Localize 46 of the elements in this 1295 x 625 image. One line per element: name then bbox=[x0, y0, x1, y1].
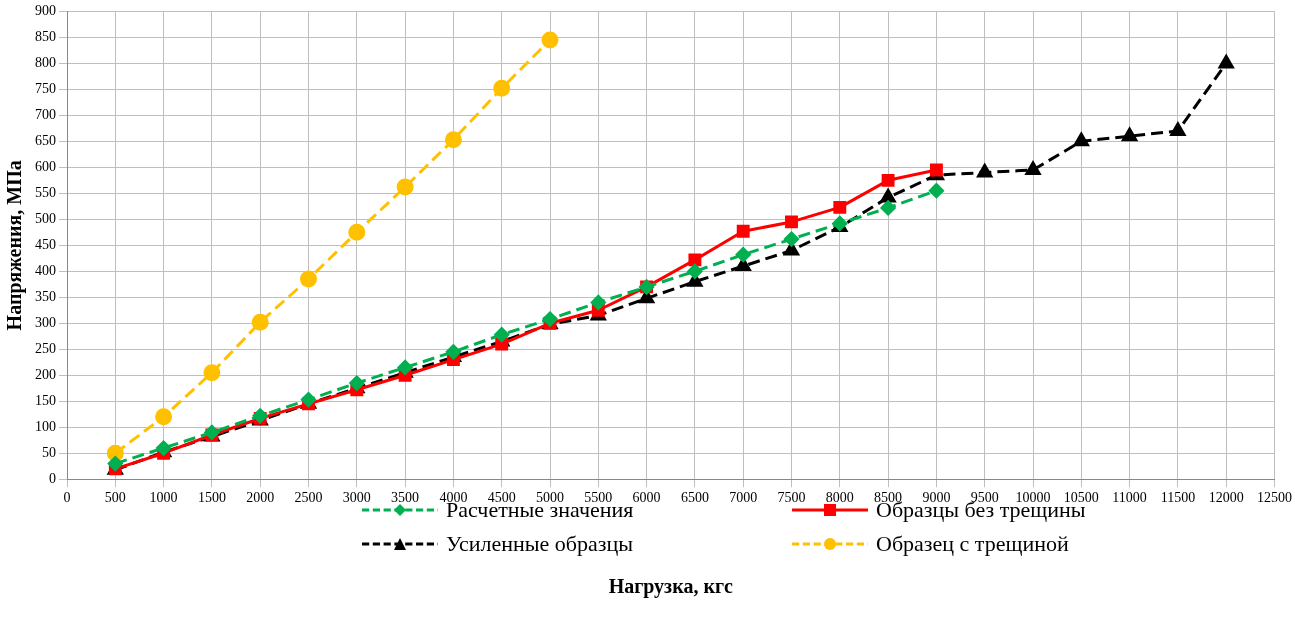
y-tick-label: 100 bbox=[35, 418, 56, 434]
x-tick-label: 500 bbox=[104, 490, 126, 506]
x-tick-label: 6500 bbox=[680, 490, 709, 506]
y-tick-label: 450 bbox=[35, 236, 56, 252]
y-tick-label: 500 bbox=[35, 210, 56, 226]
x-tick-label: 5500 bbox=[584, 490, 613, 506]
x-tick-label: 0 bbox=[63, 490, 71, 506]
y-tick-label: 550 bbox=[35, 184, 56, 200]
x-tick-label: 12500 bbox=[1257, 490, 1292, 506]
x-tick-label: 2000 bbox=[246, 490, 275, 506]
x-tick-label: 11000 bbox=[1112, 490, 1147, 506]
x-tick-label: 10500 bbox=[1063, 490, 1099, 506]
x-tick-label: 4500 bbox=[487, 490, 516, 506]
x-tick-label: 5000 bbox=[536, 490, 564, 506]
x-axis-title: Нагрузка, кгс bbox=[608, 575, 733, 599]
x-tick-label: 11500 bbox=[1160, 490, 1196, 506]
y-axis-title: Напряжения, МПа bbox=[3, 160, 27, 331]
x-tick-label: 1000 bbox=[149, 490, 178, 506]
x-tick-label: 9000 bbox=[922, 490, 951, 506]
y-tick-label: 750 bbox=[35, 81, 56, 97]
y-tick-label: 600 bbox=[35, 159, 56, 175]
y-tick-label: 650 bbox=[35, 133, 56, 149]
x-tick-label: 2500 bbox=[294, 490, 323, 506]
y-tick-label: 200 bbox=[35, 366, 56, 382]
y-tick-label: 250 bbox=[35, 340, 56, 356]
x-tick-label: 1500 bbox=[197, 490, 226, 506]
y-tick-label: 800 bbox=[35, 55, 56, 71]
y-tick-label: 300 bbox=[35, 314, 56, 330]
y-tick-label: 0 bbox=[49, 470, 56, 486]
x-tick-label: 6000 bbox=[632, 490, 661, 506]
x-tick-label: 7000 bbox=[729, 490, 758, 506]
y-tick-label: 400 bbox=[35, 262, 56, 278]
legend-label: Усиленные образцы bbox=[446, 531, 634, 557]
y-tick-label: 900 bbox=[35, 3, 56, 19]
x-tick-label: 3500 bbox=[391, 490, 420, 506]
y-tick-label: 150 bbox=[35, 392, 56, 408]
y-tick-label: 50 bbox=[42, 444, 56, 460]
x-tick-label: 3000 bbox=[342, 490, 371, 506]
legend-label: Образец с трещиной bbox=[876, 531, 1069, 557]
y-tick-label: 850 bbox=[35, 29, 56, 45]
x-tick-label: 10000 bbox=[1015, 490, 1051, 506]
x-tick-label: 8000 bbox=[825, 490, 854, 506]
x-tick-label: 12000 bbox=[1208, 490, 1244, 506]
x-tick-label: 7500 bbox=[777, 490, 806, 506]
y-tick-label: 350 bbox=[35, 288, 56, 304]
y-tick-label: 700 bbox=[35, 107, 56, 123]
